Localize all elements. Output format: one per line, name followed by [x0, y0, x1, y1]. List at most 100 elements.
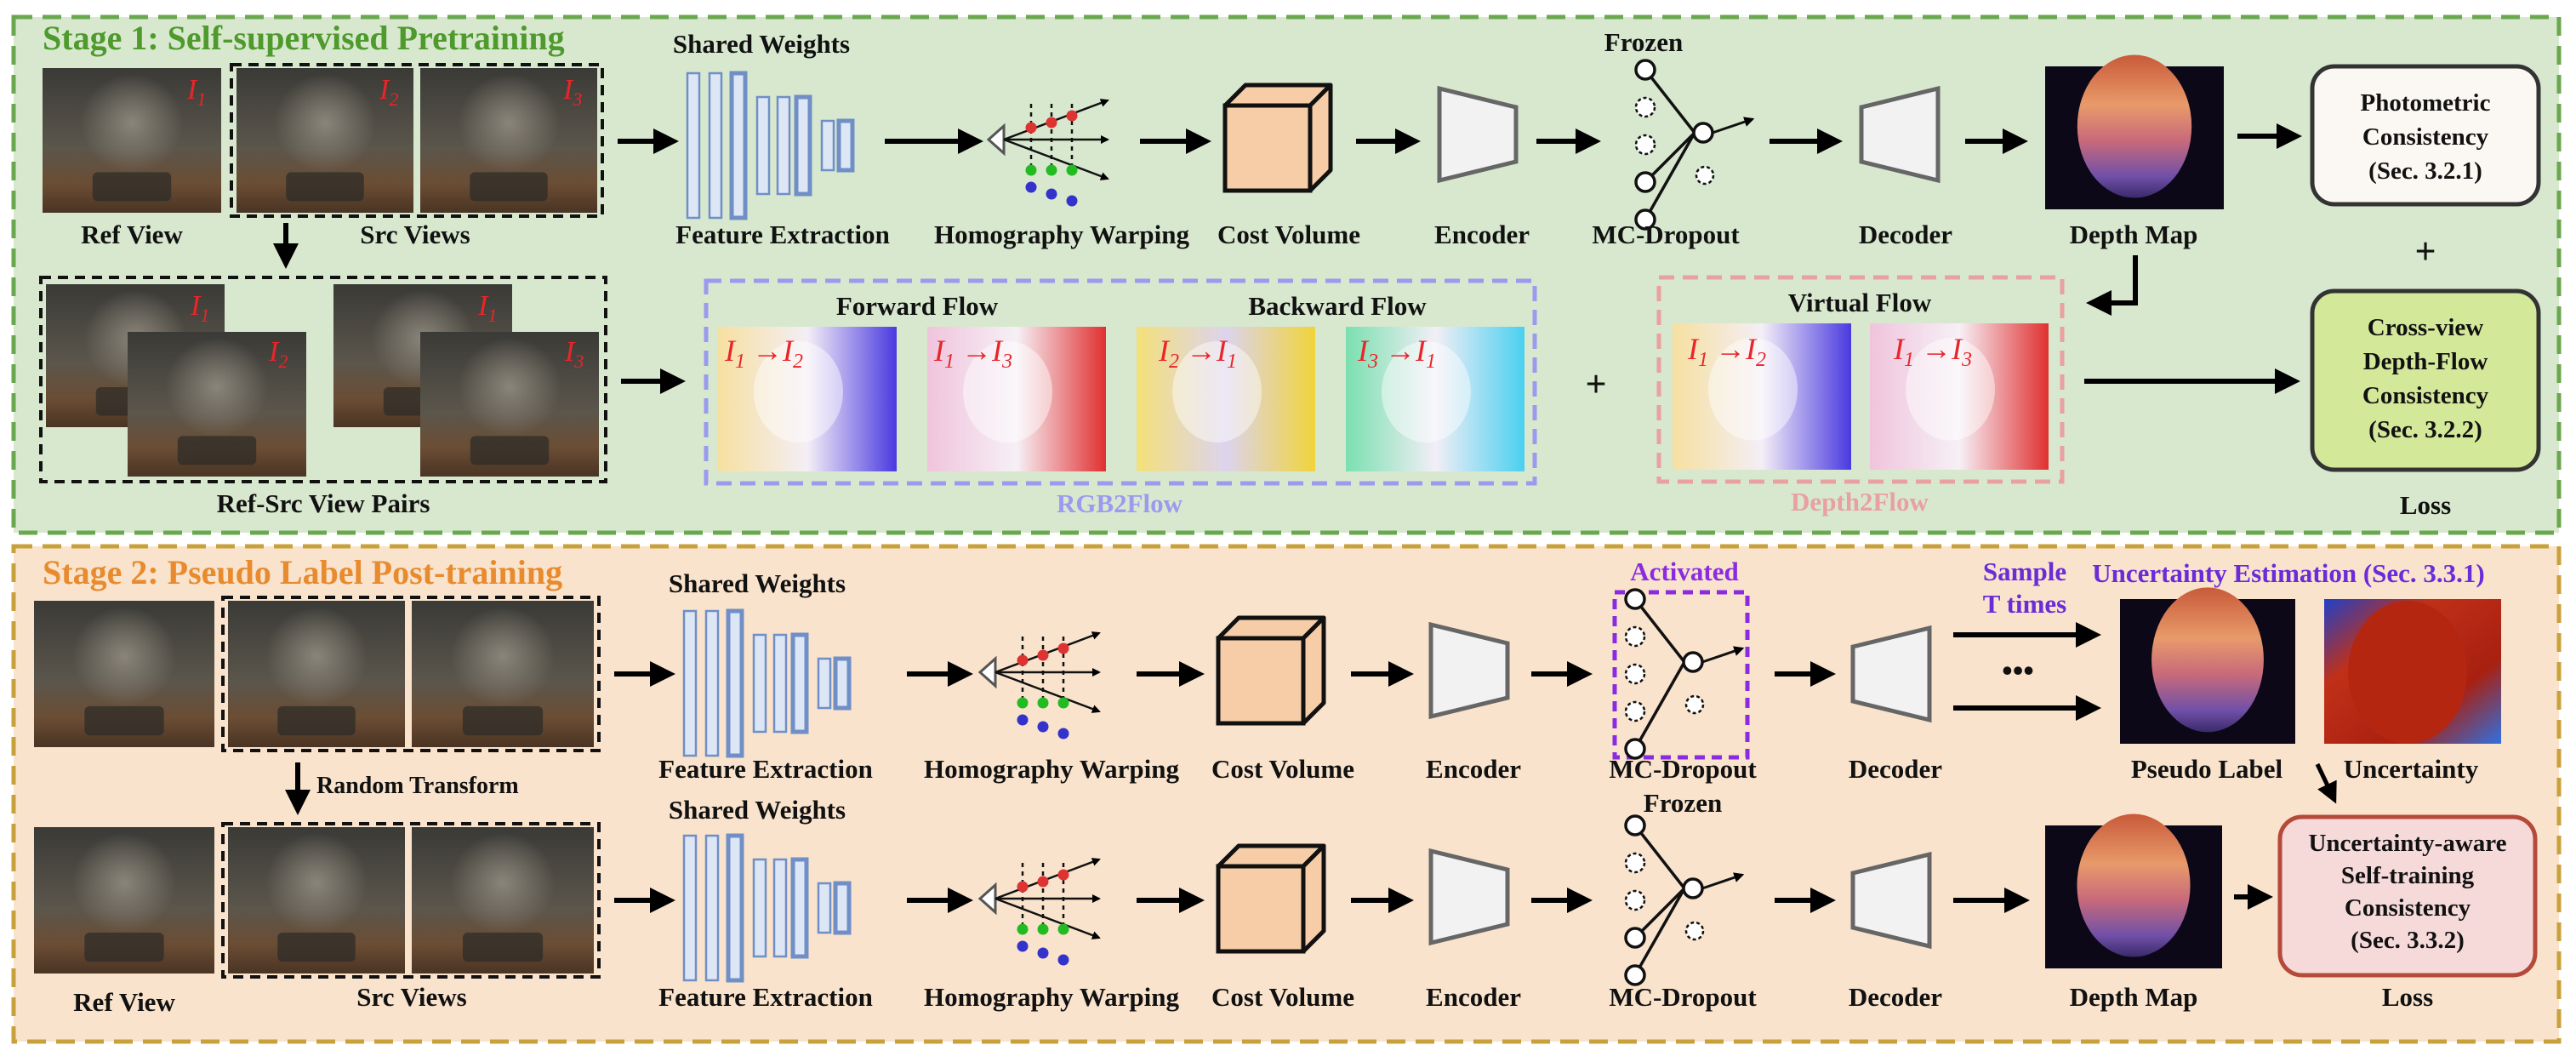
dropped-neuron [1695, 165, 1715, 186]
ref-view-image [34, 827, 214, 974]
feature-layer [682, 609, 698, 757]
ref-view-label: Ref View [73, 987, 175, 1017]
dropout-edge [1633, 887, 1686, 939]
dropped-neuron [1684, 921, 1705, 941]
uncertainty-estimation-label: Uncertainty Estimation (Sec. 3.3.1) [2092, 558, 2485, 588]
encoder-icon [1428, 848, 1510, 946]
sample-point [1057, 728, 1069, 739]
flow-field [1673, 323, 1851, 470]
statue-highlight [259, 832, 373, 945]
dropout-edge [1644, 132, 1696, 220]
cube-front [1216, 636, 1306, 726]
statue-base [84, 932, 164, 962]
sample-point [1066, 110, 1078, 122]
sample-point [1046, 117, 1057, 128]
image-label-subscript: 2 [278, 351, 288, 372]
decoder-label: Decoder [1859, 220, 1952, 249]
decoder-icon [1850, 625, 1932, 723]
mc-dropout-label: MC-Dropout [1609, 754, 1757, 784]
cube-front [1222, 103, 1313, 193]
homography-warping-icon [986, 99, 1109, 207]
sample-label: T times [1983, 589, 2066, 619]
feature-layer [772, 633, 788, 734]
flow-label-part: I [1687, 332, 1700, 366]
mc-dropout-icon [1624, 814, 1745, 986]
sample-point [1066, 195, 1078, 207]
statue-base [92, 172, 172, 202]
pair-label: I2 [268, 336, 288, 372]
flow-center [1708, 338, 1798, 441]
sample-point [1046, 188, 1057, 200]
ref-view-image [34, 601, 214, 747]
plus-sign: + [2414, 231, 2436, 272]
sample-point [1057, 869, 1069, 881]
flow-label-part: → [1385, 334, 1416, 368]
output-edge [1701, 646, 1745, 664]
flow-label: I2 →I1 [1158, 334, 1237, 373]
flow-label: I1 →I3 [933, 334, 1012, 373]
crossview-text: Cross-view [2368, 314, 2483, 341]
flow-label-part: 1 [735, 351, 745, 373]
flow-label-part: 1 [944, 351, 955, 373]
depth-object [2151, 587, 2264, 733]
flow-image [718, 327, 897, 471]
dropout-edge [1644, 131, 1696, 184]
decoder-icon [1859, 85, 1941, 184]
feature-extractor [686, 71, 855, 220]
sample-point [1037, 876, 1049, 888]
image-label-subscript: 1 [197, 88, 206, 110]
feature-layer [726, 833, 744, 983]
crossview-box [2310, 288, 2541, 472]
feature-layer [682, 834, 698, 982]
loss-label: Loss [2400, 490, 2451, 520]
statue-highlight [66, 832, 182, 945]
decoder-label: Decoder [1849, 982, 1942, 1012]
feature-layer [820, 119, 835, 172]
statue-highlight [452, 73, 566, 185]
sample-point [1025, 122, 1037, 134]
flow-label-part: → [1921, 332, 1952, 366]
sample-point [1037, 923, 1049, 935]
statue-highlight [159, 337, 275, 448]
src-image-label: I3 [562, 74, 582, 110]
flow-label-part: I [1357, 334, 1370, 368]
sample-point [1057, 697, 1069, 709]
feature-layer [708, 71, 723, 220]
pairs-box [39, 276, 607, 483]
feature-layer [752, 858, 767, 958]
dropped-neuron [1624, 625, 1646, 648]
sample-point [1057, 923, 1069, 935]
flow-label-part: 3 [1961, 349, 1972, 371]
encoder-icon [1428, 621, 1510, 720]
cost-volume-label: Cost Volume [1211, 982, 1354, 1012]
feature-layer [836, 118, 855, 173]
flow-image [927, 327, 1106, 471]
src-image-label: I2 [379, 74, 398, 110]
sample-point [1037, 649, 1049, 661]
src-views-box [221, 822, 601, 979]
self-training-text: (Sec. 3.3.2) [2351, 927, 2465, 954]
rgb2flow-label: RGB2Flow [1057, 488, 1183, 518]
src-view-image [228, 827, 405, 974]
flow-label: I1 →I3 [1893, 332, 1972, 371]
flow-center [963, 341, 1052, 442]
warp-ray [994, 897, 1101, 939]
sample-point [1017, 923, 1029, 935]
flow-image [1870, 323, 2049, 470]
sample-point [1046, 164, 1057, 176]
homography-warping-label: Homography Warping [924, 982, 1180, 1012]
pair-label: I3 [564, 336, 584, 372]
flow-label-part: I [1893, 332, 1906, 366]
uncertainty-object [2348, 601, 2467, 744]
flow-center [1172, 341, 1262, 442]
feature-layer [704, 834, 720, 982]
ref-image-label: I1 [186, 74, 206, 110]
flow-image [1673, 323, 1851, 470]
frozen-label: Frozen [1604, 27, 1683, 57]
dropped-neuron [1624, 852, 1646, 874]
neuron [1634, 59, 1656, 81]
feature-layer [752, 633, 767, 734]
feature-extraction-label: Feature Extraction [658, 982, 873, 1012]
pair-label: I1 [190, 290, 209, 326]
